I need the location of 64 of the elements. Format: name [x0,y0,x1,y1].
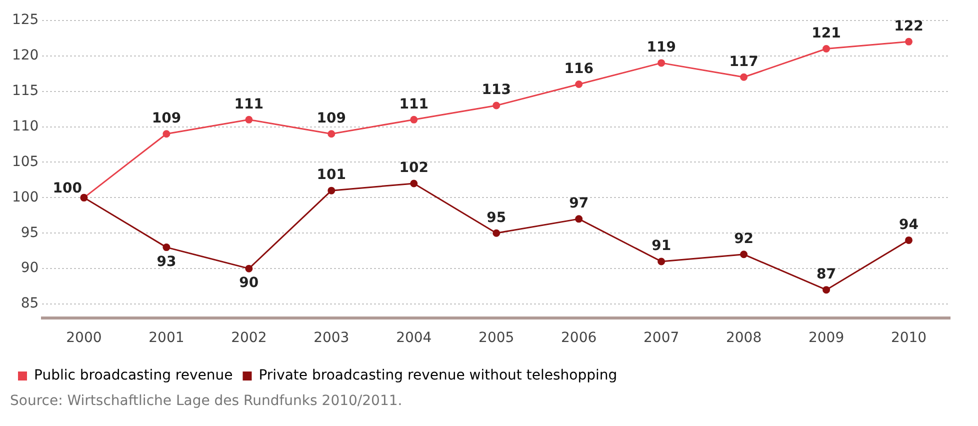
point [492,102,500,110]
y-tick-label: 85 [20,296,39,312]
point [328,130,336,138]
point [740,250,748,258]
point [905,38,913,46]
x-tick-label: 2003 [314,330,350,346]
data-label: 119 [646,40,676,56]
data-label: 109 [152,110,182,126]
data-label: 102 [399,160,428,176]
data-label: 93 [156,254,176,270]
point [492,229,500,237]
y-tick-label: 105 [12,154,39,170]
point [575,215,583,223]
data-label: 111 [399,96,428,112]
point [245,264,253,272]
point [162,130,170,138]
point [658,258,666,266]
point [575,80,583,88]
x-tick-label: 2009 [808,330,844,346]
y-tick-label: 125 [12,12,39,28]
legend-label: Private broadcasting revenue without teleshopping [258,368,618,384]
point [410,180,418,188]
source-note: Source: Wirtschaftliche Lage des Rundfunks 2010/2011. [9,393,404,409]
y-tick-label: 100 [12,189,39,206]
point [245,116,253,124]
x-tick-label: 2001 [148,330,184,346]
point [822,45,830,53]
data-label: 97 [569,196,589,212]
x-tick-label: 2008 [726,330,762,346]
data-label: 121 [812,25,841,42]
y-tick-label: 90 [20,260,39,276]
x-tick-label: 2004 [396,330,432,346]
point [822,286,830,294]
point [162,244,170,252]
data-label: 94 [899,216,919,233]
point [740,73,748,81]
x-tick-label: 2010 [890,330,927,346]
y-tick-label: 110 [12,118,39,134]
y-tick-label: 115 [12,82,39,99]
point [328,186,336,194]
data-label: 117 [729,54,758,70]
data-label: 113 [482,82,511,98]
y-tick-label: 120 [12,47,39,64]
x-tick-label: 2007 [644,330,680,346]
data-label: 122 [894,18,924,34]
data-label: 90 [239,275,259,292]
legend-label: Public broadcasting revenue [34,368,233,384]
data-label: 101 [316,167,346,184]
x-tick-label: 2006 [561,330,597,346]
x-tick-label: 2005 [478,330,514,346]
x-tick-label: 2000 [66,330,102,346]
data-label: 100 [52,180,82,196]
point [905,236,913,244]
data-label: 111 [234,96,264,112]
y-tick-label: 95 [20,224,39,241]
data-label: 92 [734,231,754,248]
data-label: 87 [816,266,836,282]
data-label: 116 [564,60,594,77]
point [658,59,666,67]
data-label: 109 [316,110,346,126]
point [410,116,418,124]
data-label: 95 [486,210,506,226]
x-tick-label: 2002 [231,330,267,346]
data-label: 91 [652,238,672,254]
